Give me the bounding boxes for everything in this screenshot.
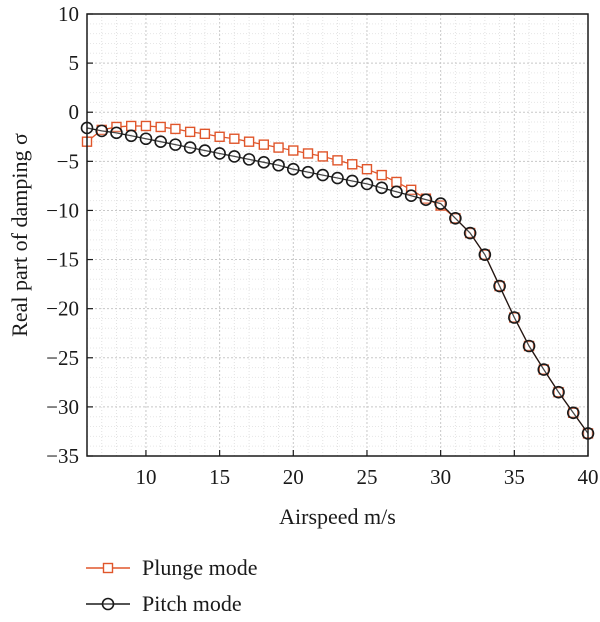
data-point [183,141,197,154]
x-tick-label: 25 [356,465,377,489]
y-tick-label: 0 [69,100,80,124]
data-point [110,126,123,140]
plot-frame [86,13,589,457]
y-tick-label: −30 [46,395,79,419]
y-tick-label: −25 [46,346,79,370]
data-point [273,142,284,153]
series-layer [80,120,595,440]
data-point [347,159,358,170]
data-point [361,163,373,175]
data-point [288,145,299,156]
data-point [449,212,462,225]
data-point [332,155,343,166]
pitch-series [80,121,595,440]
data-point [213,147,226,160]
data-point [95,124,109,138]
data-point [140,120,152,132]
legend-entry: Pitch mode [86,591,242,616]
data-point [478,248,492,261]
axes: 10 15 20 25 30 35 40 10 5 0 −5 −10 −15 −20 −25 −30 −35 [46,2,598,489]
data-point [228,150,241,163]
legend-label: Pitch mode [142,591,242,616]
y-tick-label: 5 [69,51,80,75]
data-point [376,169,387,181]
data-point [375,181,389,195]
data-point [169,138,182,151]
data-point [317,151,328,162]
data-point [286,162,300,176]
data-point [566,406,580,420]
data-point [345,174,359,188]
data-point [242,153,256,166]
data-point [243,136,255,147]
data-point [390,185,403,199]
data-point [537,363,551,376]
y-tick-label: 10 [58,2,79,26]
legend: Plunge mode Pitch mode [86,555,258,616]
data-point [404,189,418,203]
data-point [257,156,271,169]
legend-marker [102,562,114,574]
y-tick-label: −20 [46,297,79,321]
data-point [170,123,181,135]
data-point [434,197,447,210]
data-point [126,120,137,132]
y-tick-label: −15 [46,248,79,272]
data-point [331,171,344,185]
y-tick-label: −35 [46,444,79,468]
data-point [508,311,521,324]
y-tick-label: −5 [57,149,79,173]
x-tick-label: 35 [504,465,525,489]
x-tick-label: 10 [135,465,156,489]
data-point [316,168,330,182]
data-point [184,126,196,138]
data-point [552,385,565,399]
legend-label: Plunge mode [142,555,258,580]
data-point [229,133,240,144]
data-point [493,279,506,293]
data-point [124,129,138,143]
data-point [139,132,153,146]
x-tick-label: 30 [430,465,451,489]
y-tick-label: −10 [46,198,79,222]
y-axis-title: Real part of damping σ [7,133,32,337]
data-point [360,177,374,191]
grid [86,13,589,457]
data-point [302,148,314,159]
x-tick-label: 20 [283,465,304,489]
data-point [154,135,167,148]
data-point [198,144,212,157]
x-tick-label: 15 [209,465,230,489]
data-point [301,165,315,179]
data-point [199,128,211,140]
data-point [391,176,402,188]
data-point [258,139,270,150]
x-axis-title: Airspeed m/s [279,504,396,529]
data-point [463,226,477,240]
data-point [272,158,285,172]
data-point [522,339,536,353]
data-point [419,193,433,206]
data-point [155,121,166,133]
data-point [214,131,225,142]
legend-entry: Plunge mode [86,555,258,580]
x-tick-label: 40 [578,465,599,489]
legend-marker [101,597,115,611]
